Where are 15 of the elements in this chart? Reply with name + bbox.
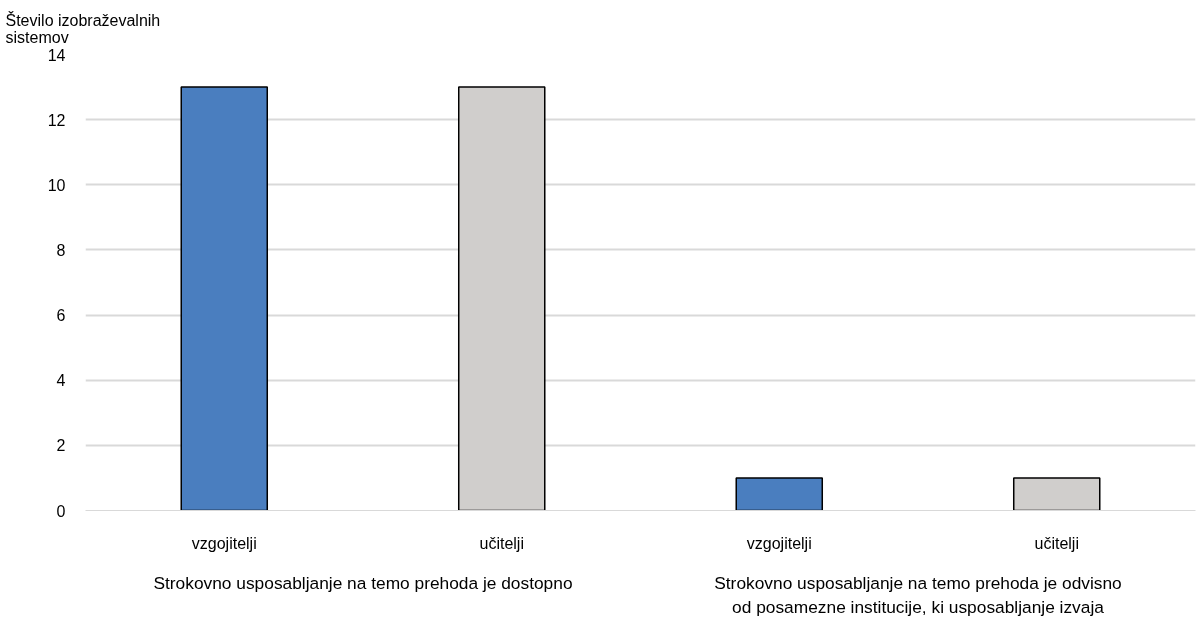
x-tick-label: učitelji [1034,534,1079,552]
y-tick-label: 4 [56,372,66,390]
x-tick-label: vzgojitelji [191,534,257,552]
y-tick-label: 14 [47,46,66,64]
y-axis-title: Število izobraževalnih sistemov [5,10,161,46]
x-tick-label: učitelji [479,534,524,552]
y-tick-label: 2 [56,437,66,455]
y-tick-label: 6 [56,307,66,325]
y-tick-label: 8 [56,241,66,259]
y-tick-label: 0 [56,502,66,520]
text: Strokovno usposabljanje na temo prehoda je odvisno od posamezne institucije, ki usposabljanje izvaja [714,572,1122,617]
y-tick-label: 10 [47,176,66,194]
x-tick-label: vzgojitelji [746,534,812,552]
y-tick-label: 12 [47,111,66,129]
text: Strokovno usposabljanje na temo prehoda je dostopno [153,572,573,593]
